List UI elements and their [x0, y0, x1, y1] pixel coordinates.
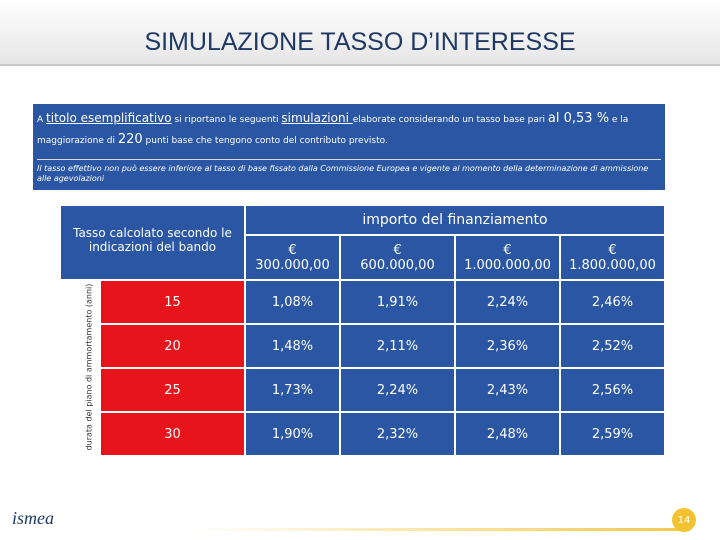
column-header: € 300.000,00	[245, 235, 340, 280]
rate-cell: 2,32%	[340, 412, 455, 456]
intro-part: titolo esemplificativo	[46, 111, 172, 125]
intro-part: e la maggiorazione di	[37, 115, 629, 146]
rate-cell: 2,56%	[560, 368, 665, 412]
row-axis: durata del piano di ammortamento (anni)	[33, 280, 100, 455]
row-years: 15	[100, 280, 245, 324]
title-bar	[0, 0, 720, 66]
page-number: 14	[672, 508, 696, 532]
intro-part: punti base che tengono conto del contrib…	[142, 136, 388, 146]
rate-cell: 2,52%	[560, 324, 665, 368]
rate-cell: 1,90%	[245, 412, 340, 456]
column-header: € 600.000,00	[340, 235, 455, 280]
intro-part: A	[37, 115, 47, 125]
intro-part: simulazioni	[281, 111, 353, 125]
intro-box: A titolo esemplificativo si riportano le…	[33, 104, 665, 190]
logo: ismea	[12, 508, 54, 528]
slide-title: SIMULAZIONE TASSO D’INTERESSE	[144, 28, 576, 56]
group-header: importo del finanziamento	[245, 205, 665, 235]
corner-header: Tasso calcolato secondo le indicazioni d…	[60, 205, 245, 280]
column-header: € 1.800.000,00	[560, 235, 665, 280]
column-header: € 1.000.000,00	[455, 235, 560, 280]
row-axis-label: durata del piano di ammortamento (anni)	[84, 283, 94, 451]
rate-cell: 2,36%	[455, 324, 560, 368]
rate-cell: 1,08%	[245, 280, 340, 324]
row-years: 25	[100, 368, 245, 412]
rate-cell: 2,43%	[455, 368, 560, 412]
intro-part: elaborate considerando un tasso base par…	[352, 115, 548, 125]
rate-cell: 1,48%	[245, 324, 340, 368]
row-years: 30	[100, 412, 245, 456]
rate-cell: 1,73%	[245, 368, 340, 412]
rate-cell: 2,48%	[455, 412, 560, 456]
rate-cell: 2,24%	[455, 280, 560, 324]
intro-part: si riportano le seguenti	[171, 115, 282, 125]
rate-cell: 2,24%	[340, 368, 455, 412]
intro-part: 220	[117, 132, 143, 147]
row-years: 20	[100, 324, 245, 368]
rate-cell: 2,46%	[560, 280, 665, 324]
intro-text: A titolo esemplificativo si riportano le…	[37, 108, 661, 151]
rate-cell: 2,59%	[560, 412, 665, 456]
rate-cell: 1,91%	[340, 280, 455, 324]
rate-cell: 2,11%	[340, 324, 455, 368]
intro-note: Il tasso effettivo non può essere inferi…	[37, 159, 661, 184]
intro-part: al 0,53 %	[547, 111, 610, 126]
footer-line	[190, 528, 690, 531]
